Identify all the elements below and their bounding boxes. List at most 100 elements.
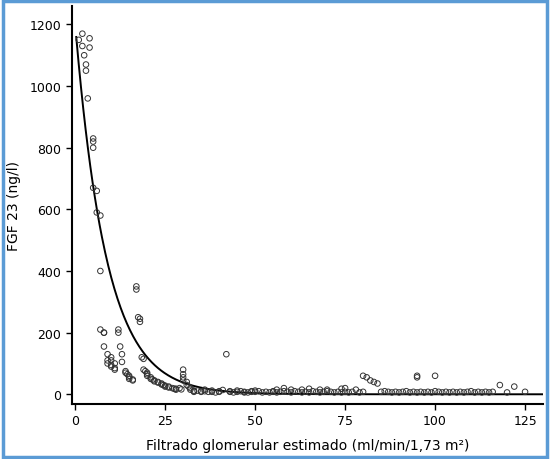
Point (179, 366, 188, 374)
Point (132, 286, 141, 294)
Point (74, 37, 83, 45)
Point (294, 388, 302, 396)
Point (434, 388, 443, 396)
Point (463, 388, 472, 396)
Point (380, 388, 389, 395)
Point (211, 389, 220, 396)
Point (121, 369, 130, 376)
Point (80, 52, 89, 60)
Point (412, 389, 421, 396)
Point (175, 385, 184, 392)
Point (89, 135, 97, 143)
Point (157, 380, 166, 387)
Point (107, 362, 116, 369)
Point (114, 326, 123, 334)
Point (445, 389, 454, 396)
Point (125, 375, 134, 383)
Point (100, 329, 108, 336)
Point (179, 371, 188, 378)
Point (405, 389, 414, 396)
Point (148, 376, 157, 383)
Point (89, 185, 97, 192)
Point (143, 372, 152, 380)
Point (96, 268, 104, 275)
Point (442, 388, 450, 396)
Point (81, 62, 90, 69)
Point (279, 385, 288, 392)
Point (420, 389, 428, 396)
Point (384, 388, 393, 396)
Point (190, 388, 199, 396)
Point (456, 388, 465, 396)
Point (186, 385, 195, 392)
Point (431, 372, 439, 380)
Point (344, 389, 353, 396)
Point (276, 388, 285, 396)
Point (395, 389, 404, 396)
Point (391, 388, 400, 396)
Point (153, 379, 162, 386)
Point (100, 329, 108, 336)
Point (474, 388, 483, 396)
Point (362, 374, 371, 381)
Point (103, 360, 112, 367)
Point (226, 388, 234, 396)
Point (111, 366, 119, 374)
Point (337, 385, 346, 392)
Point (218, 386, 227, 394)
Point (114, 329, 123, 336)
Point (409, 388, 418, 396)
Point (340, 388, 349, 396)
Point (424, 388, 432, 396)
Point (84, 95, 92, 103)
Point (510, 383, 519, 391)
Point (359, 372, 367, 380)
Point (85, 35, 94, 43)
Point (190, 387, 199, 394)
Point (521, 388, 530, 396)
Point (179, 377, 188, 384)
Point (89, 145, 97, 152)
Point (143, 371, 152, 378)
Point (146, 375, 155, 383)
Point (226, 388, 234, 395)
Point (118, 351, 127, 358)
Point (153, 379, 162, 386)
Point (159, 381, 168, 389)
Point (485, 389, 493, 396)
Point (111, 364, 119, 372)
Point (388, 389, 397, 396)
Point (319, 388, 328, 396)
Point (170, 385, 179, 392)
Point (348, 388, 357, 396)
Point (184, 383, 193, 391)
Point (240, 389, 249, 396)
Point (107, 354, 116, 361)
Point (359, 388, 367, 396)
Point (92, 209, 101, 217)
Point (103, 357, 112, 364)
Point (168, 385, 177, 392)
Point (116, 343, 124, 350)
Point (125, 372, 134, 380)
Point (100, 343, 108, 350)
Point (103, 351, 112, 358)
Point (470, 389, 479, 396)
Point (287, 389, 295, 396)
Point (146, 374, 155, 381)
Point (134, 314, 142, 321)
Point (427, 389, 436, 396)
Point (247, 388, 256, 395)
Point (298, 386, 306, 393)
Point (247, 388, 256, 396)
Point (326, 388, 335, 396)
Point (92, 188, 101, 195)
Point (244, 389, 252, 396)
Point (81, 68, 90, 75)
Point (298, 389, 306, 396)
Point (214, 388, 223, 396)
Point (207, 387, 216, 394)
Point (139, 366, 148, 374)
Point (190, 388, 199, 395)
Point (373, 380, 382, 387)
